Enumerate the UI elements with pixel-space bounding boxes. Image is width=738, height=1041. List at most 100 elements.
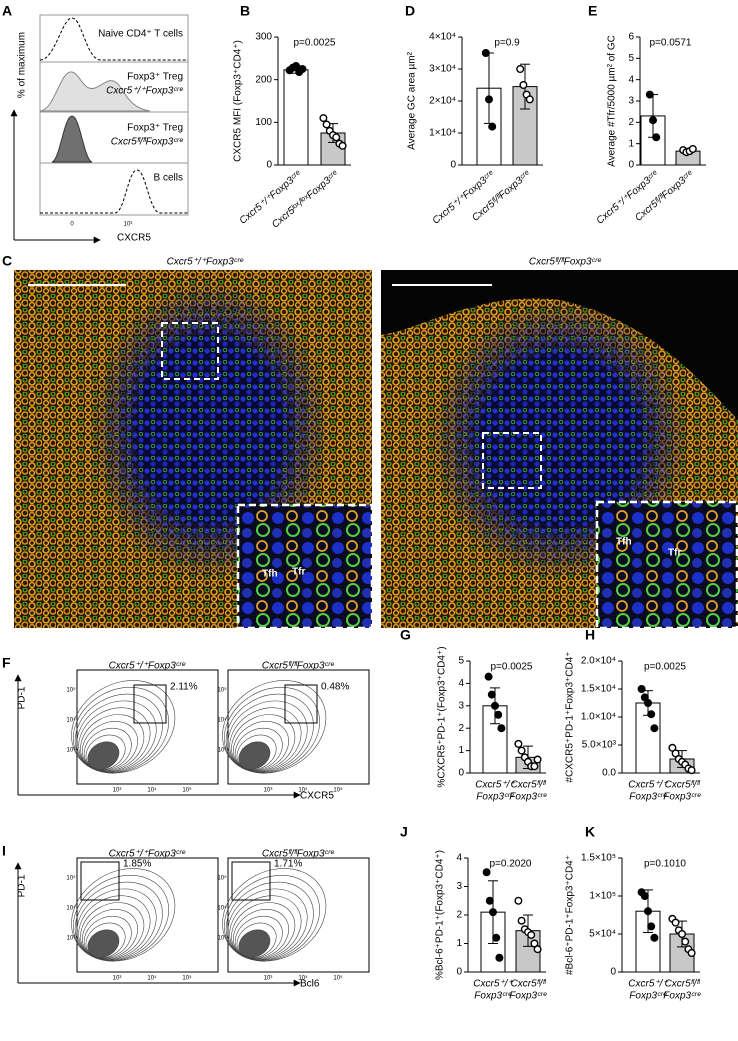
y-tick-label: 3 [458,700,464,711]
data-point [484,672,493,681]
contour [233,721,289,771]
data-point [514,896,523,905]
contour [227,700,308,773]
inset-label: Tfh [262,569,278,580]
x-tick-label: Foxp3ᶜʳᵉ [629,792,667,803]
contour [233,909,289,959]
annotation: p=0.0571 [650,38,692,49]
data-point [530,762,539,771]
y-axis-label: Average #Tfr/5000 µm² of GC [607,35,618,167]
contour [80,902,145,960]
y-axis-label: #CXCR5⁺PD-1⁺Foxp3⁺CD4⁺ [565,651,576,782]
data-point [494,710,503,719]
gate [284,684,318,724]
y-tick-label: 0 [458,768,464,779]
contour [87,929,120,958]
x-tick-label: Foxp3ᶜʳᵉ [629,991,667,1002]
y-tick-label: 2 [456,910,462,921]
gate [231,861,271,901]
data-point [525,95,534,104]
tick-label: 10⁴ [298,787,308,794]
y-tick-label: 0 [456,967,462,978]
data-point [649,116,658,125]
gate-percent: 1.85% [123,859,151,870]
y-axis-label: %CXCR5⁺PD-1⁺(Foxp3⁺CD4⁺) [437,646,448,787]
zoom-box [161,322,219,380]
y-tick-label: 4×10⁴ [429,32,456,43]
tick-label: 10³ [67,748,76,754]
y-axis-label: % of maximum [17,32,28,98]
x-tick-label: Cxcr5ᶠˡ/ᶠˡ [665,780,701,791]
contour [222,680,327,774]
contour [82,721,138,771]
panel-c: C Cxcr5⁺/⁺Foxp3ᶜʳᵉ Cxcr5ᶠˡ/ᶠˡFoxp3ᶜʳᵉ Tf… [2,253,738,630]
data-point [533,755,542,764]
y-tick-label: 0 [610,967,616,978]
data-point [481,49,490,58]
panel-label: A [2,3,12,19]
tick-label: 10⁴ [298,975,308,982]
annotation: p=0.2020 [490,859,532,870]
data-point [671,918,680,927]
x-tick-label: 10³ [124,222,133,228]
x-tick-label: Cxcr5⁺/⁺Foxp3ᶜʳᵉ [431,169,497,227]
gate [133,684,167,724]
data-point [497,724,506,733]
gate [80,861,120,901]
histogram-curve [39,71,151,112]
annotation: p=0.0025 [294,38,336,49]
x-tick-label: Cxcr5ᶠˡ/ᶠˡ [511,979,547,990]
data-point [647,922,656,931]
data-point [514,739,523,748]
x-axis-label: CXCR5 [117,233,151,244]
panel-label: D [405,3,415,19]
data-point [487,690,496,699]
y-tick-label: 3 [628,96,634,107]
tick-label: 10³ [264,976,273,982]
histogram-curve [51,115,93,163]
contour [225,693,314,773]
gate-percent: 1.71% [274,859,302,870]
inset [595,500,738,630]
data-point [488,122,497,131]
contour [236,922,277,959]
x-axis-label: CXCR5 [300,791,334,802]
contour [236,734,277,771]
panel-label: K [585,824,595,840]
y-axis-label: %Bcl-6⁺PD-1⁺(Foxp3⁺CD4⁺) [435,850,446,980]
y-axis-label: CXCR5 MFI (Foxp3⁺CD4⁺) [233,40,244,162]
contour [238,741,271,770]
tick-label: 10⁵ [66,875,76,882]
y-tick-label: 2 [458,723,464,734]
y-tick-label: 0 [450,160,456,171]
tick-label: 10³ [113,976,122,982]
data-point [489,908,498,917]
contour [229,707,302,772]
x-tick-label: Cxcr5⁺/⁺Foxp3ᶜʳᵉ [238,169,304,227]
y-tick-label: 4 [458,678,464,689]
gate-percent: 2.11% [170,682,198,693]
contour [78,707,151,772]
gate-percent: 0.48% [321,682,349,693]
data-point [322,120,331,129]
row-label: Foxp3⁺ Treg [127,72,183,83]
tick-label: 10⁵ [66,687,76,694]
contour [76,888,157,961]
annotation: p=0.1010 [644,859,686,870]
annotation: p=0.0025 [644,662,686,673]
data-point [644,907,653,916]
x-tick-label: Foxp3ᶜʳᵉ [476,792,514,803]
x-tick-label: Cxcr5ᶠˡ/ᶠˡ [511,780,547,791]
plot-title: Cxcr5⁺/⁺Foxp3ᶜʳᵉ [109,661,186,672]
row-label: B cells [154,173,183,184]
data-point [319,114,328,123]
y-tick-label: 1×10⁵ [589,891,616,902]
y-tick-label: 2.0×10⁴ [581,656,616,667]
y-tick-label: 0 [266,160,272,171]
data-point [650,933,659,942]
panel-label: I [2,843,6,859]
histogram-frame [39,14,189,216]
tick-label: 10⁴ [66,905,76,912]
tick-label: 10³ [67,936,76,942]
inset-label: Tfr [292,567,305,578]
